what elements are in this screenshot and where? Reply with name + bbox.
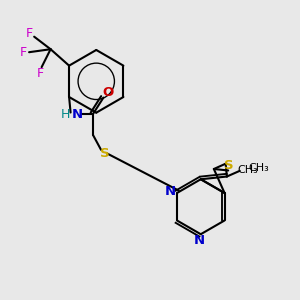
Text: S: S bbox=[100, 147, 110, 160]
Text: CH₃: CH₃ bbox=[249, 163, 269, 172]
Text: N: N bbox=[72, 107, 83, 121]
Text: O: O bbox=[102, 86, 113, 99]
Text: N: N bbox=[194, 234, 205, 247]
Text: N: N bbox=[165, 185, 176, 198]
Text: F: F bbox=[20, 46, 27, 59]
Text: F: F bbox=[37, 67, 44, 80]
Text: H: H bbox=[61, 107, 70, 121]
Text: F: F bbox=[26, 27, 33, 40]
Text: S: S bbox=[224, 159, 234, 172]
Text: CH₃: CH₃ bbox=[237, 166, 258, 176]
